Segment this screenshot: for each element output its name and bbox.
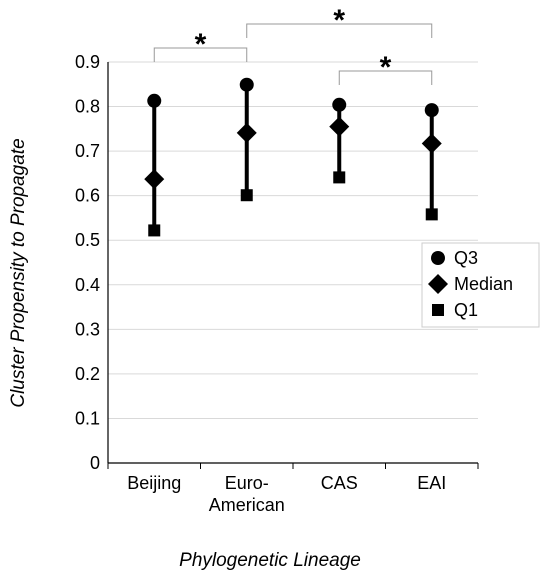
x-category-label: Beijing — [127, 473, 181, 493]
x-category-labels: Beijing Euro-American CAS EAI — [127, 473, 446, 515]
x-category-label-line: American — [209, 495, 285, 515]
significance-brackets: * * * — [153, 4, 433, 85]
y-tick-label: 0.6 — [75, 186, 100, 206]
marker-q3 — [239, 77, 254, 92]
y-tick-label: 0.3 — [75, 319, 100, 339]
x-category-label-line: Euro- — [225, 473, 269, 493]
y-axis-title: Cluster Propensity to Propagate — [8, 138, 29, 407]
marker-q1 — [240, 189, 253, 202]
legend-label: Median — [454, 274, 513, 294]
marker-median — [236, 122, 257, 143]
legend-marker-q3 — [431, 251, 445, 265]
legend-label: Q1 — [454, 300, 478, 320]
x-category-label-line: CAS — [321, 473, 358, 493]
legend-marker-median — [428, 274, 448, 294]
legend: Q3 Median Q1 — [421, 242, 540, 328]
marker-median — [144, 169, 165, 190]
significance-bracket — [338, 70, 433, 85]
axes — [107, 62, 479, 469]
x-category-label: EAI — [417, 473, 446, 493]
x-axis-title: Phylogenetic Lineage — [179, 550, 361, 571]
y-tick-label: 0.1 — [75, 408, 100, 428]
marker-median — [421, 133, 442, 154]
significance-bracket — [153, 47, 248, 62]
significance-bracket — [246, 23, 433, 38]
y-tick-label: 0.5 — [75, 230, 100, 250]
marker-q3 — [424, 103, 439, 118]
marker-q3 — [332, 97, 347, 112]
y-tick-label: 0.8 — [75, 97, 100, 117]
y-tick-label: 0.7 — [75, 141, 100, 161]
y-tick-labels: 0 0.1 0.2 0.3 0.4 0.5 0.6 0.7 0.8 0.9 — [75, 52, 100, 473]
x-category-label-line: Beijing — [127, 473, 181, 493]
legend-marker-q1 — [432, 304, 444, 316]
y-tick-label: 0.4 — [75, 275, 100, 295]
marker-median — [329, 116, 350, 137]
significance-star: * — [380, 51, 392, 84]
y-tick-label: 0.9 — [75, 52, 100, 72]
x-category-label: CAS — [321, 473, 358, 493]
y-tick-label: 0.2 — [75, 364, 100, 384]
marker-q1 — [333, 171, 346, 184]
significance-star: * — [333, 4, 345, 37]
marker-q1 — [148, 224, 161, 237]
x-category-label-line: EAI — [417, 473, 446, 493]
y-tick-label: 0 — [90, 453, 100, 473]
gridlines — [108, 61, 478, 419]
significance-star: * — [195, 28, 207, 61]
legend-label: Q3 — [454, 248, 478, 268]
marker-q1 — [425, 208, 438, 221]
x-category-label: Euro-American — [209, 473, 285, 515]
marker-q3 — [147, 93, 162, 108]
markers — [144, 77, 442, 237]
